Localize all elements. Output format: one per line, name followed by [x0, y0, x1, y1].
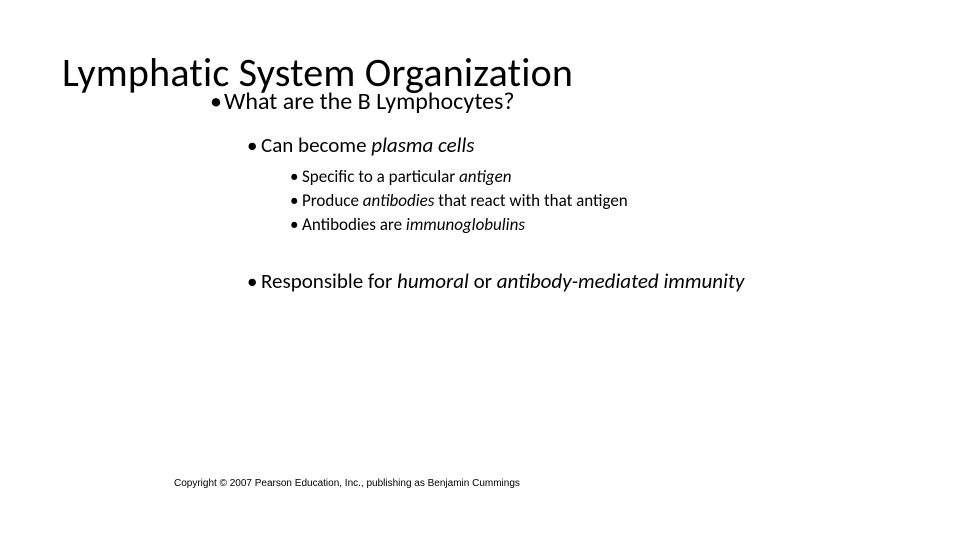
bullet-level-3-group: •Specific to a particular antigen •Produ… — [290, 166, 670, 238]
lvl2a-pre: Can become — [261, 132, 371, 158]
lvl3-2-italic: antibodies — [363, 190, 435, 211]
bullet-level-3: •Specific to a particular antigen — [290, 166, 670, 188]
bullet-level-2: •Can become plasma cells — [247, 132, 474, 158]
lvl3-2-pre: Produce — [302, 190, 363, 211]
bullet-icon: • — [210, 88, 224, 117]
lvl3-3-italic: immunoglobulins — [406, 214, 525, 235]
lvl2b-italic: humoral — [397, 268, 469, 294]
bullet-icon: • — [290, 166, 302, 188]
bullet-icon: • — [290, 214, 302, 236]
slide: Lymphatic System Organization •What are … — [0, 0, 960, 540]
lvl3-2-post: that react with that antigen — [434, 190, 627, 211]
bullet-icon: • — [247, 132, 261, 158]
lvl2a-italic: plasma cells — [371, 132, 474, 158]
bullet-icon: • — [290, 190, 302, 212]
bullet-level-3: •Produce antibodies that react with that… — [290, 190, 670, 212]
lvl2b-mid: or — [469, 268, 497, 294]
bullet-level-3: •Antibodies are immunoglobulins — [290, 214, 670, 236]
lvl3-1-pre: Specific to a particular — [302, 166, 459, 187]
lvl2b-pre: Responsible for — [261, 268, 397, 294]
lvl3-3-pre: Antibodies are — [302, 214, 406, 235]
bullet-level-1: •What are the B Lymphocytes? — [210, 88, 515, 117]
bullet-level-2: •Responsible for humoral or antibody-med… — [247, 268, 807, 294]
copyright-footer: Copyright © 2007 Pearson Education, Inc.… — [174, 478, 520, 489]
lvl2b-italic-2: antibody-mediated immunity — [497, 268, 745, 294]
bullet-icon: • — [247, 268, 261, 294]
lvl3-1-italic: antigen — [459, 166, 511, 187]
lvl1-text: What are the B Lymphocytes? — [224, 87, 515, 116]
